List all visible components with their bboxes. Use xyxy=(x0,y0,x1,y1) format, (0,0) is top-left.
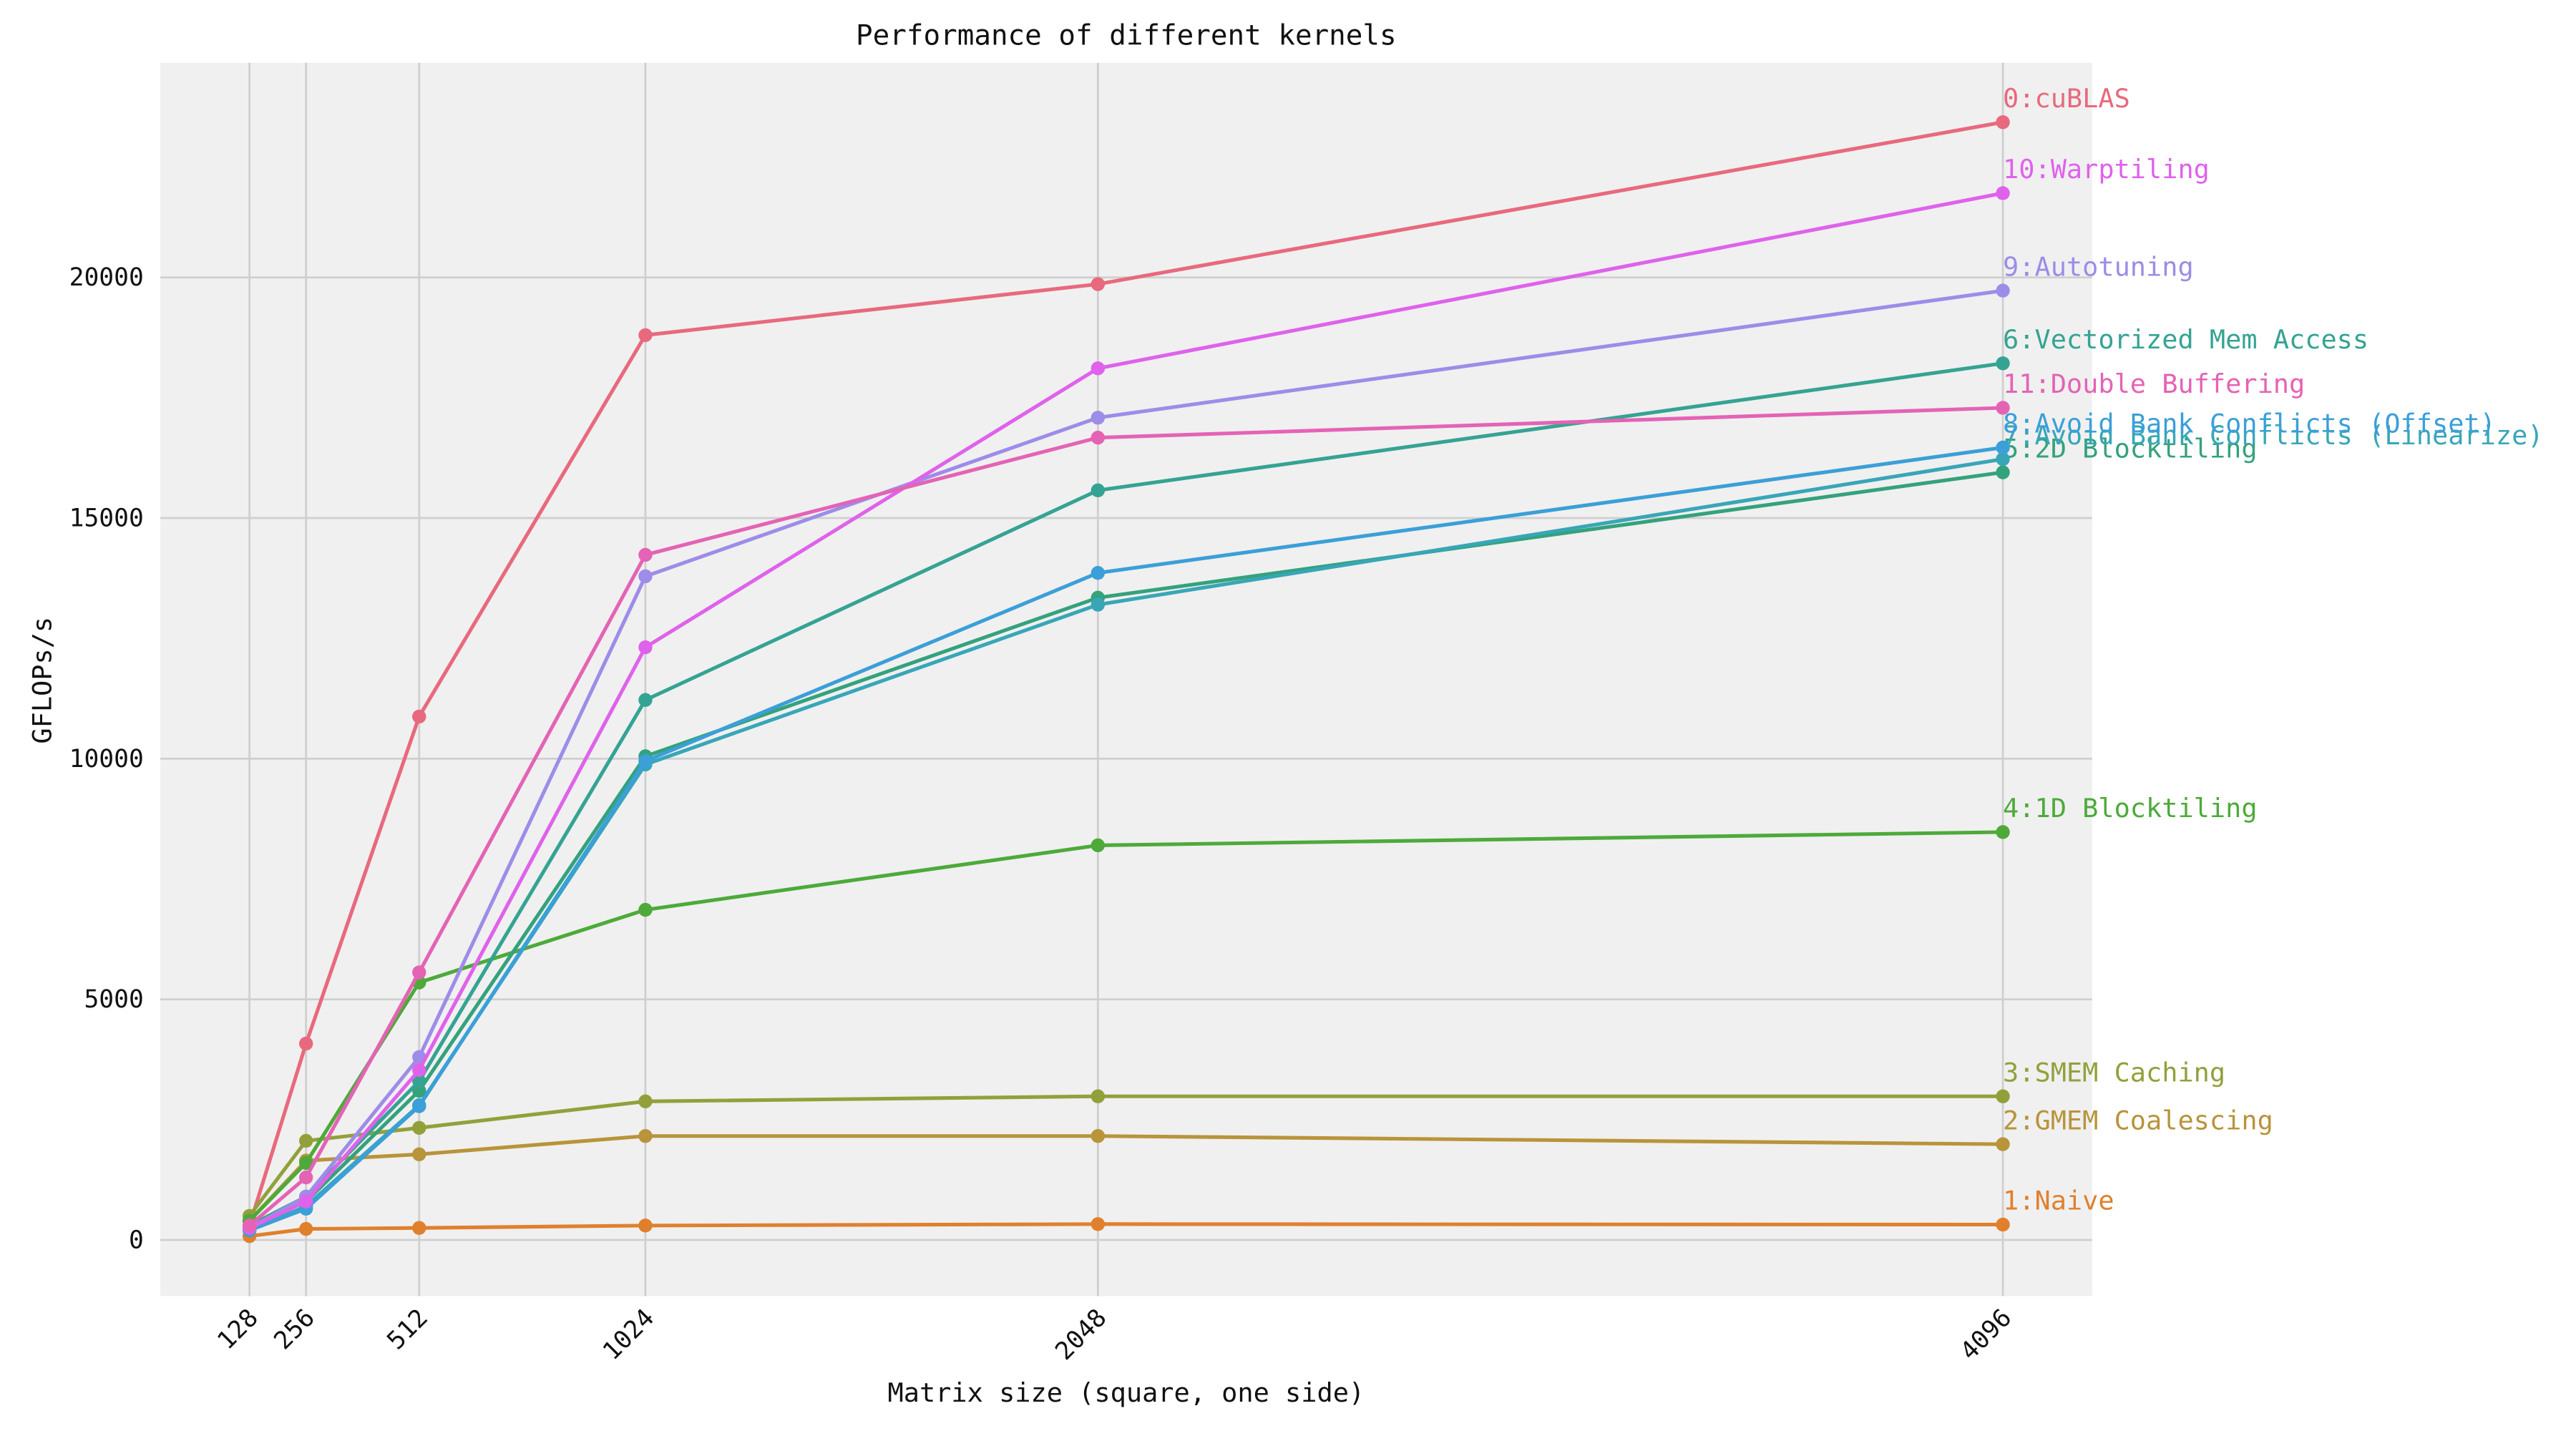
x-tick-label: 128 xyxy=(212,1304,263,1355)
data-point xyxy=(1996,451,2010,467)
data-point xyxy=(299,1133,313,1148)
data-point xyxy=(1091,431,1106,445)
data-point xyxy=(638,754,653,768)
series-label: 10:Warptiling xyxy=(2003,154,2210,185)
data-point xyxy=(1091,1129,1106,1143)
data-point xyxy=(1091,483,1106,498)
data-point xyxy=(412,1074,426,1088)
data-point xyxy=(412,1221,426,1235)
data-point xyxy=(242,1218,257,1233)
x-tick-label: 512 xyxy=(382,1304,434,1355)
series-label: 5:2D Blocktiling xyxy=(2003,433,2258,464)
data-point xyxy=(412,1147,426,1161)
data-point xyxy=(1996,1089,2010,1103)
series-label: 6:Vectorized Mem Access xyxy=(2003,324,2368,355)
data-point xyxy=(638,1094,653,1108)
data-point xyxy=(1996,115,2010,130)
chart-title: Performance of different kernels xyxy=(856,19,1397,52)
series-label: 8:Avoid Bank Conflicts (Offset) xyxy=(2003,409,2496,439)
data-point xyxy=(1091,566,1106,580)
data-point xyxy=(299,1156,313,1171)
data-point xyxy=(1996,825,2010,839)
data-point xyxy=(412,1099,426,1113)
series-line xyxy=(248,120,2004,1226)
series-line xyxy=(248,830,2004,1222)
data-point xyxy=(1091,1089,1106,1103)
x-tick-label: 1024 xyxy=(597,1304,660,1366)
plot-area xyxy=(160,62,2092,1296)
data-point xyxy=(299,1170,313,1185)
y-tick-label: 15000 xyxy=(69,504,144,533)
data-point xyxy=(299,1194,313,1208)
data-point xyxy=(1091,597,1106,612)
series-label: 9:Autotuning xyxy=(2003,251,2194,282)
y-tick-label: 0 xyxy=(129,1226,144,1255)
data-point xyxy=(412,1083,426,1098)
data-point xyxy=(1996,186,2010,200)
data-point xyxy=(412,1063,426,1078)
y-axis-label: GFLOPs/s xyxy=(27,617,58,744)
x-tick-label: 256 xyxy=(268,1304,320,1355)
series-line xyxy=(248,191,2004,1230)
data-point xyxy=(638,640,653,655)
y-tick-label: 5000 xyxy=(84,985,143,1014)
data-point xyxy=(412,709,426,724)
data-point xyxy=(638,902,653,917)
x-tick-label: 4096 xyxy=(1955,1304,2017,1366)
data-point xyxy=(1091,1217,1106,1231)
data-point xyxy=(412,965,426,980)
y-tick-label: 10000 xyxy=(69,745,144,773)
series-line xyxy=(248,445,2004,1232)
data-point xyxy=(638,569,653,584)
y-tick-label: 20000 xyxy=(69,263,144,292)
x-tick-label: 2048 xyxy=(1050,1304,1112,1366)
data-point xyxy=(1996,356,2010,371)
data-point xyxy=(638,693,653,707)
data-point xyxy=(638,547,653,562)
series-line xyxy=(248,288,2004,1230)
data-point xyxy=(1091,838,1106,853)
data-point xyxy=(1996,465,2010,479)
data-point xyxy=(638,328,653,343)
series-label: 11:Double Buffering xyxy=(2003,368,2305,399)
series-label: 7:Avoid Bank Conflicts (Linearize) xyxy=(2003,420,2543,451)
data-point xyxy=(1091,411,1106,425)
data-point xyxy=(638,1218,653,1233)
data-point xyxy=(1091,361,1106,376)
data-point xyxy=(299,1221,313,1236)
data-point xyxy=(1091,277,1106,291)
data-point xyxy=(638,1129,653,1143)
series-label: 0:cuBLAS xyxy=(2003,83,2130,114)
data-point xyxy=(1996,1217,2010,1232)
data-point xyxy=(1996,440,2010,455)
series-label: 4:1D Blocktiling xyxy=(2003,793,2258,824)
data-point xyxy=(412,1120,426,1135)
series-line xyxy=(249,1222,2004,1239)
series-line xyxy=(248,406,2004,1227)
series-line xyxy=(248,1094,2004,1217)
data-point xyxy=(1996,283,2010,298)
data-point xyxy=(299,1036,313,1051)
x-axis-label: Matrix size (square, one side) xyxy=(888,1377,1365,1408)
series-label: 1:Naive xyxy=(2003,1186,2114,1216)
series-label: 3:SMEM Caching xyxy=(2003,1057,2225,1088)
data-point xyxy=(1996,1137,2010,1151)
data-point xyxy=(1996,401,2010,415)
series-label: 2:GMEM Coalescing xyxy=(2003,1105,2273,1135)
